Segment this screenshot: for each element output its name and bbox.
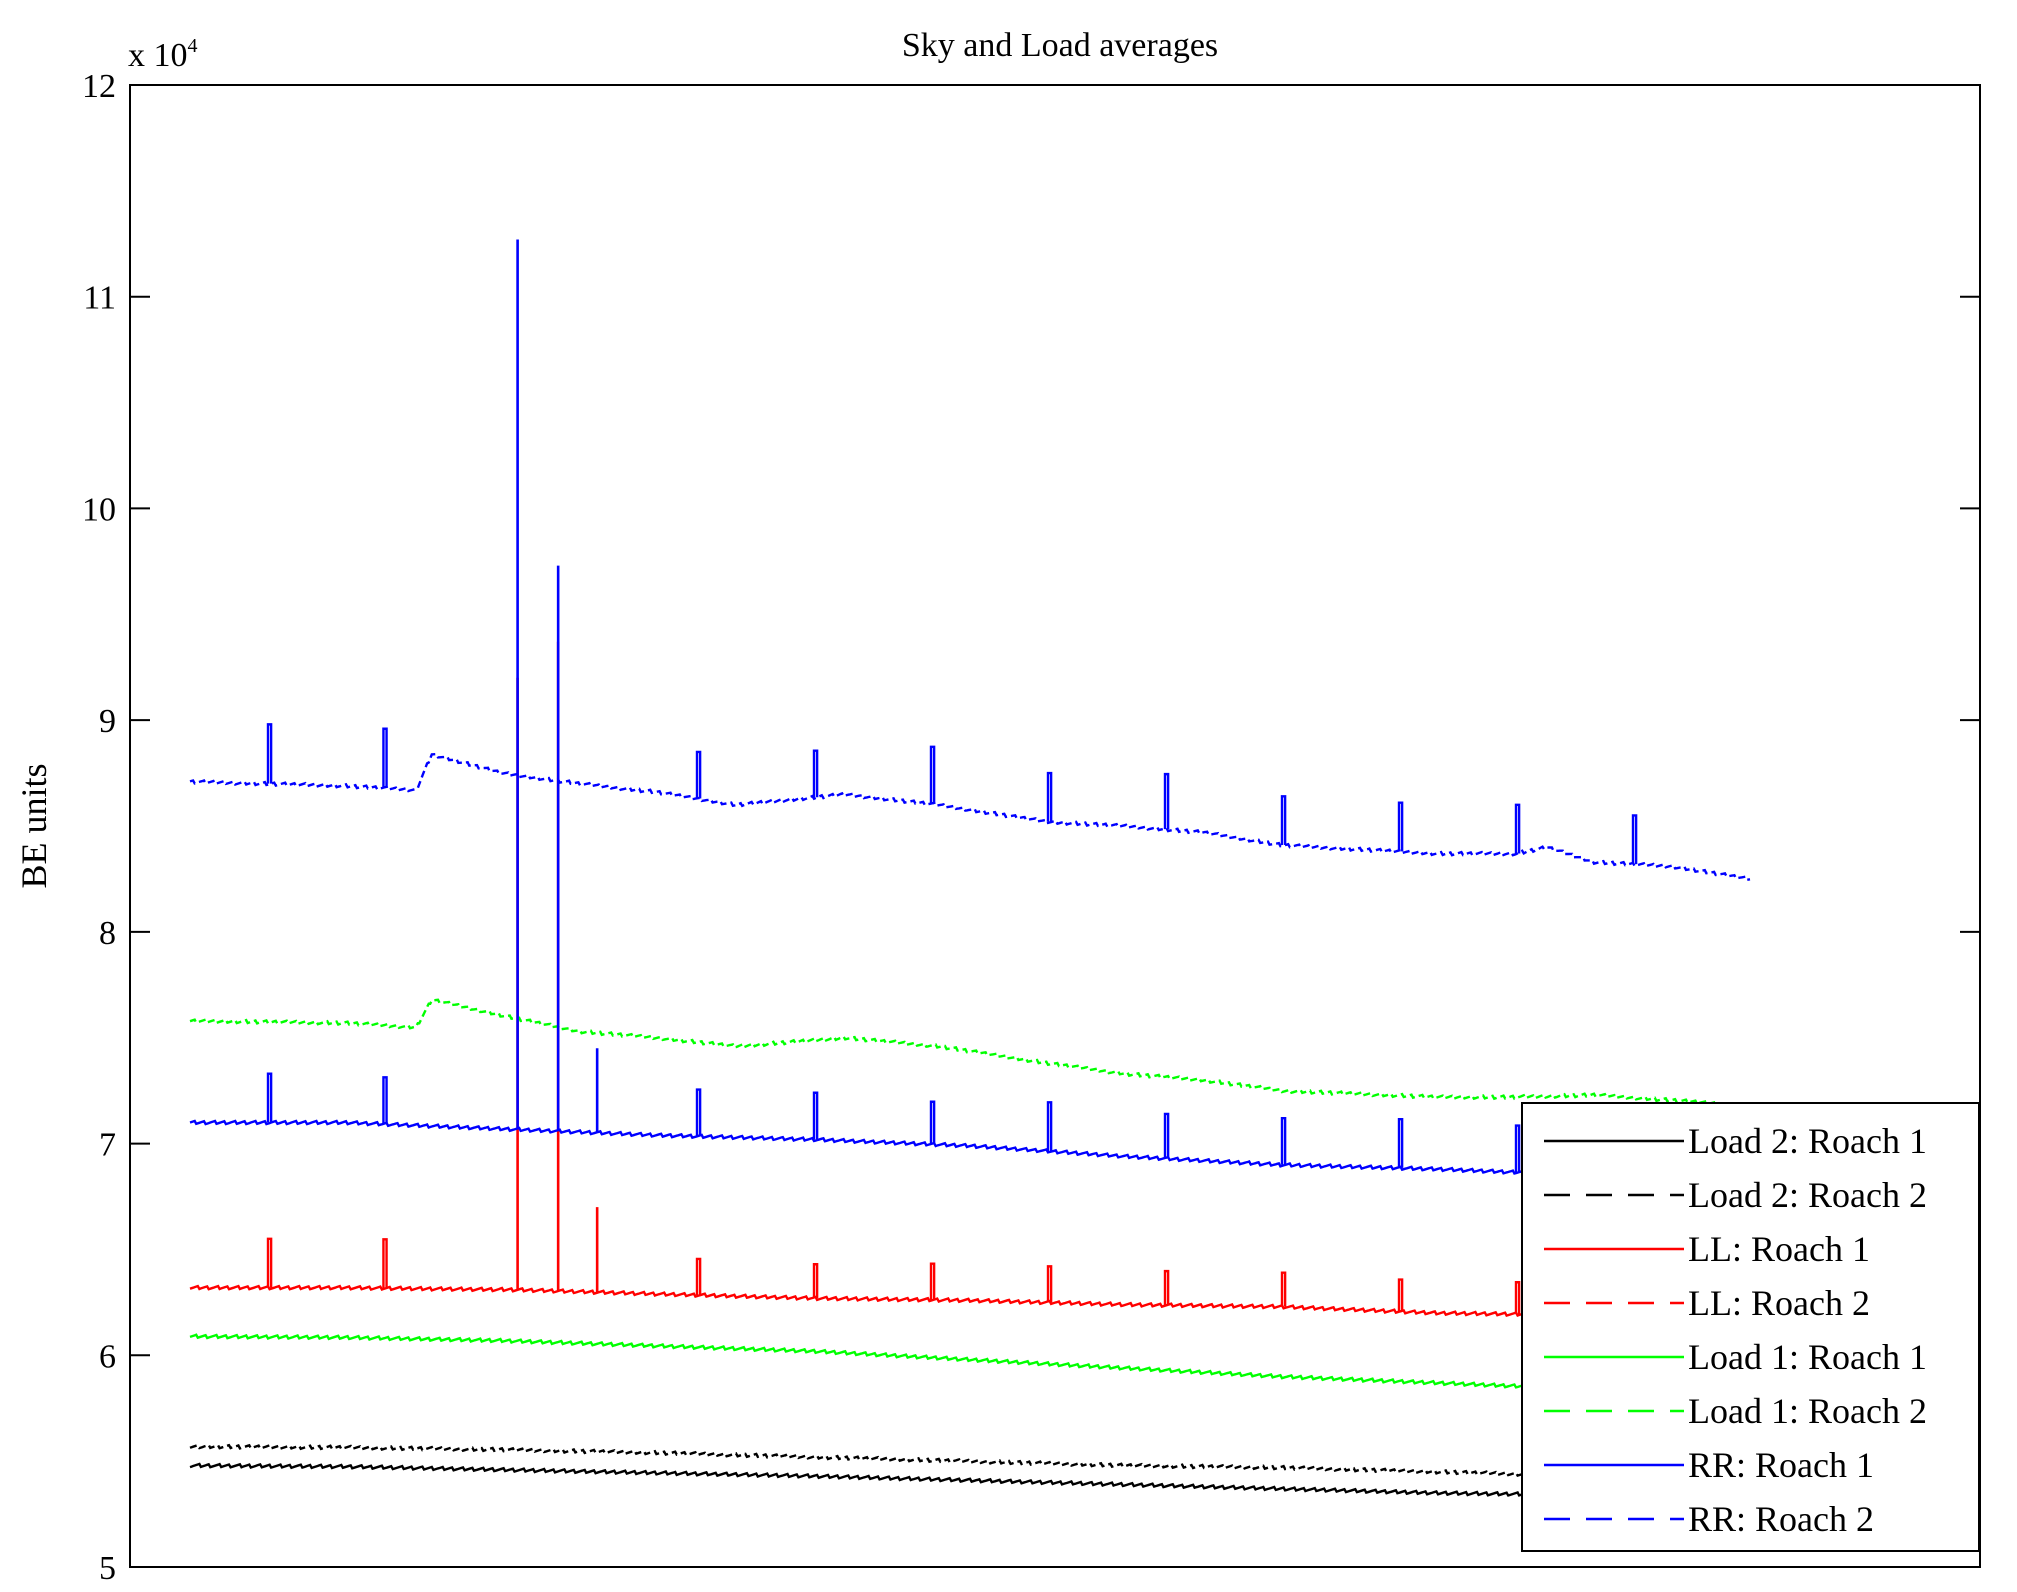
calibration-spike <box>1046 1265 1053 1303</box>
calibration-spike <box>1397 1118 1404 1168</box>
legend-label: Load 1: Roach 1 <box>1688 1337 1927 1377</box>
series-line-load-2-roach-1 <box>189 1462 1751 1501</box>
y-tick-label: 11 <box>83 280 116 317</box>
y-tick-label: 8 <box>99 915 116 952</box>
plot-frame <box>129 84 1981 1568</box>
calibration-spike <box>266 723 273 784</box>
calibration-spike <box>1280 1116 1287 1165</box>
y-tick-label: 10 <box>82 491 116 528</box>
y-tick-label: 7 <box>99 1127 116 1164</box>
series-rr-roach-2 <box>189 723 1751 882</box>
y-axis-multiplier-base: x 10 <box>128 37 188 74</box>
calibration-spike <box>1397 801 1404 852</box>
legend-label: Load 2: Roach 1 <box>1688 1121 1927 1161</box>
series-layer <box>189 239 1752 1501</box>
calibration-spike <box>929 1100 936 1145</box>
calibration-spike <box>382 1238 388 1289</box>
calibration-spike <box>695 1088 702 1137</box>
calibration-spike <box>929 1262 936 1300</box>
calibration-spike <box>812 1091 819 1140</box>
calibration-spike <box>1163 1112 1170 1159</box>
calibration-spike <box>695 750 702 799</box>
calibration-spike <box>812 749 819 798</box>
calibration-spike <box>1514 803 1521 854</box>
legend-label: Load 1: Roach 2 <box>1688 1391 1927 1431</box>
calibration-spike <box>1163 1269 1170 1305</box>
series-load-2-roach-2 <box>189 1443 1751 1482</box>
calibration-spike <box>1280 1271 1287 1307</box>
calibration-spike <box>382 727 388 789</box>
calibration-spike <box>1046 1101 1053 1151</box>
y-axis-multiplier-exponent: 4 <box>188 35 198 57</box>
series-line-rr-roach-1 <box>189 1119 1751 1185</box>
calibration-spike <box>1514 1281 1521 1314</box>
y-tick-label: 9 <box>99 703 116 740</box>
series-load-2-roach-1 <box>189 1462 1751 1501</box>
legend-box <box>1521 1102 1980 1552</box>
y-axis-multiplier: x 104 <box>128 35 198 74</box>
series-line-rr-roach-2 <box>189 752 1751 882</box>
calibration-spike <box>1397 1278 1404 1312</box>
calibration-spike <box>266 1072 273 1123</box>
series-line-load-1-roach-1 <box>189 1333 1751 1399</box>
calibration-spike <box>1046 771 1053 822</box>
calibration-spike <box>266 1237 273 1288</box>
series-line-ll-roach-1 <box>189 1284 1752 1322</box>
y-tick-label: 12 <box>82 68 116 105</box>
calibration-spike <box>695 1257 702 1295</box>
calibration-spike <box>1280 795 1287 846</box>
legend-label: LL: Roach 2 <box>1688 1283 1870 1323</box>
legend-label: RR: Roach 2 <box>1688 1499 1874 1539</box>
legend: Load 2: Roach 1 Load 2: Roach 2 LL: Roach … <box>1521 1102 1980 1552</box>
calibration-spike <box>929 745 936 804</box>
legend-label: RR: Roach 1 <box>1688 1445 1874 1485</box>
series-rr-roach-1 <box>189 239 1751 1185</box>
y-axis-label: BE units <box>14 763 54 888</box>
axes: 5 6 7 8 9 10 11 12 <box>82 68 1981 1587</box>
legend-label: Load 2: Roach 2 <box>1688 1175 1927 1215</box>
chart-title: Sky and Load averages <box>902 27 1218 64</box>
calibration-spike <box>1514 1124 1521 1173</box>
series-load-1-roach-1 <box>189 1333 1751 1399</box>
y-tick-label: 6 <box>99 1338 116 1375</box>
legend-label: LL: Roach 1 <box>1688 1229 1870 1269</box>
calibration-spike <box>1163 772 1170 830</box>
calibration-spike <box>812 1263 819 1299</box>
calibration-spike <box>382 1076 388 1124</box>
y-tick-label: 5 <box>99 1550 116 1587</box>
series-line-load-2-roach-2 <box>189 1443 1751 1482</box>
calibration-spike <box>1631 814 1638 865</box>
